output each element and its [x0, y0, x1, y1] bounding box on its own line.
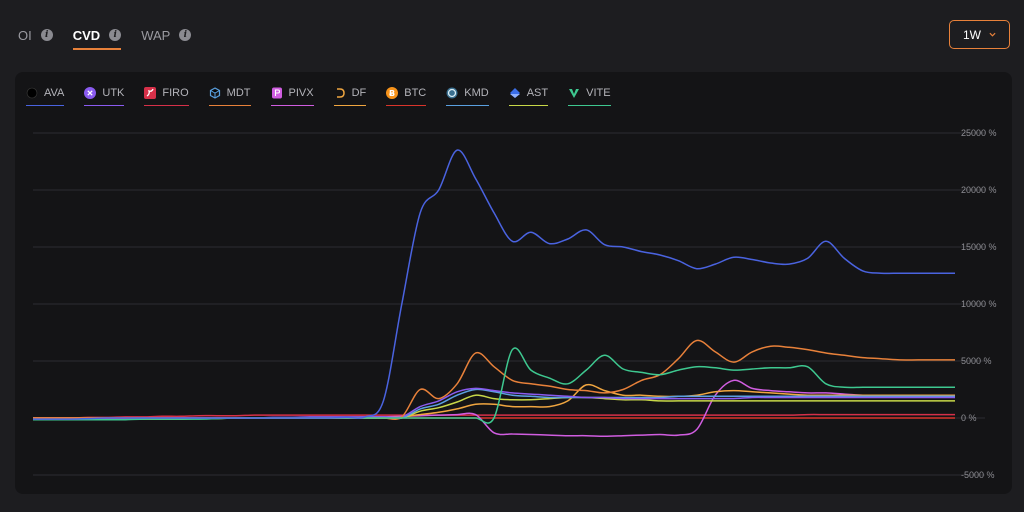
tab-wap[interactable]: WAP i — [141, 22, 192, 48]
legend-label: FIRO — [162, 87, 189, 99]
tab-label: WAP — [141, 27, 171, 43]
legend-item-ast[interactable]: AST — [508, 83, 549, 106]
legend-item-df[interactable]: DF — [333, 83, 367, 106]
legend-item-btc[interactable]: Ƀ BTC — [386, 83, 427, 106]
info-icon[interactable]: i — [40, 29, 53, 41]
legend-label: UTK — [102, 87, 125, 99]
legend-label: BTC — [404, 87, 427, 99]
metric-tabs: OI i CVD i WAP i — [18, 22, 211, 52]
legend-item-kmd[interactable]: KMD — [446, 83, 489, 106]
tab-cvd[interactable]: CVD i — [72, 22, 122, 50]
legend-label: AST — [526, 87, 549, 99]
legend-item-pivx[interactable]: PIVX — [270, 83, 314, 106]
svg-text:Ƀ: Ƀ — [389, 89, 395, 98]
legend-item-firo[interactable]: FIRO — [144, 83, 189, 106]
firo-icon — [144, 87, 157, 99]
kmd-icon — [446, 87, 458, 99]
legend-underline — [270, 105, 314, 106]
time-range-value: 1W — [963, 27, 981, 42]
legend-underline — [144, 105, 189, 106]
chart-legend: AVA UTK FIRO MDT PIVX DF Ƀ BTC KMD AST VITE — [26, 83, 631, 106]
legend-label: MDT — [226, 87, 251, 99]
time-range-dropdown[interactable]: 1W — [949, 20, 1010, 49]
legend-label: AVA — [44, 87, 65, 99]
legend-underline — [84, 105, 125, 106]
legend-label: VITE — [586, 87, 611, 99]
series-line-ava — [32, 149, 955, 420]
legend-item-vite[interactable]: VITE — [568, 83, 611, 106]
info-icon[interactable]: i — [179, 29, 192, 41]
y-tick-label: 0 % — [961, 413, 977, 423]
series-line-mdt — [33, 339, 955, 421]
cvd-line-chart: 25000 % 20000 % 15000 % 10000 % 5000 % 0 % -50… — [32, 128, 997, 480]
series-line-vite — [32, 347, 955, 424]
series-line-firo — [33, 413, 955, 419]
legend-underline — [208, 105, 251, 106]
legend-underline — [508, 105, 549, 106]
y-tick-label: 5000 % — [961, 356, 992, 366]
utk-icon — [84, 87, 97, 99]
legend-item-utk[interactable]: UTK — [84, 83, 125, 106]
legend-underline — [386, 105, 427, 106]
legend-label: DF — [351, 87, 367, 99]
tab-label: OI — [18, 27, 32, 43]
legend-underline — [26, 105, 65, 106]
legend-item-mdt[interactable]: MDT — [208, 83, 251, 106]
chart-panel — [15, 72, 1012, 494]
chevron-down-icon — [989, 32, 996, 37]
legend-label: PIVX — [288, 87, 314, 99]
series-line-pivx — [33, 379, 955, 437]
legend-underline — [568, 105, 611, 106]
pivx-icon — [271, 87, 283, 99]
ava-icon — [26, 87, 38, 99]
info-icon[interactable]: i — [109, 29, 122, 41]
legend-label: KMD — [464, 87, 489, 99]
btc-icon: Ƀ — [386, 87, 399, 99]
y-tick-label: -5000 % — [961, 470, 995, 480]
ast-icon — [509, 87, 521, 99]
vite-icon — [568, 87, 580, 99]
tab-label: CVD — [72, 27, 101, 43]
y-tick-label: 20000 % — [961, 185, 997, 195]
y-tick-label: 15000 % — [961, 242, 997, 252]
mdt-icon — [209, 87, 221, 99]
y-tick-label: 10000 % — [961, 299, 997, 309]
legend-item-ava[interactable]: AVA — [26, 83, 65, 106]
tab-oi[interactable]: OI i — [18, 22, 53, 48]
y-tick-label: 25000 % — [961, 128, 997, 138]
df-icon — [334, 87, 346, 99]
legend-underline — [446, 105, 489, 106]
legend-underline — [333, 105, 367, 106]
